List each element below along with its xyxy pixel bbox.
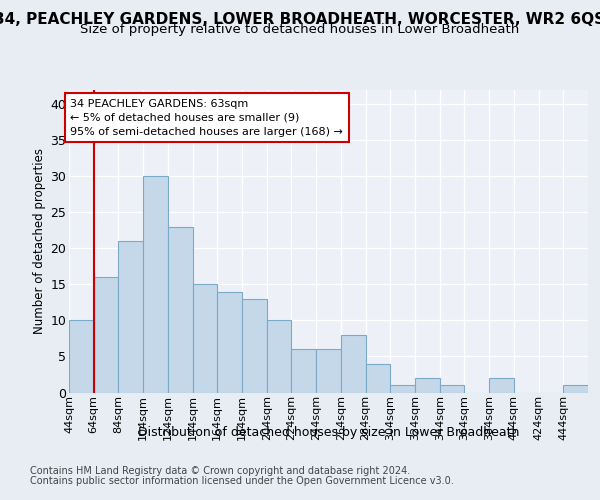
Text: 34 PEACHLEY GARDENS: 63sqm
← 5% of detached houses are smaller (9)
95% of semi-d: 34 PEACHLEY GARDENS: 63sqm ← 5% of detac… <box>70 98 343 136</box>
Y-axis label: Number of detached properties: Number of detached properties <box>33 148 46 334</box>
Bar <box>390 386 415 392</box>
Bar <box>415 378 440 392</box>
Text: Contains public sector information licensed under the Open Government Licence v3: Contains public sector information licen… <box>30 476 454 486</box>
Bar <box>242 299 267 392</box>
Bar <box>365 364 390 392</box>
Bar <box>193 284 217 393</box>
Bar <box>563 386 588 392</box>
Bar <box>217 292 242 392</box>
Bar <box>168 227 193 392</box>
Bar <box>118 242 143 392</box>
Bar <box>489 378 514 392</box>
Text: 34, PEACHLEY GARDENS, LOWER BROADHEATH, WORCESTER, WR2 6QS: 34, PEACHLEY GARDENS, LOWER BROADHEATH, … <box>0 12 600 28</box>
Bar <box>143 176 168 392</box>
Text: Distribution of detached houses by size in Lower Broadheath: Distribution of detached houses by size … <box>138 426 520 439</box>
Bar <box>69 320 94 392</box>
Bar <box>341 335 365 392</box>
Bar <box>94 278 118 392</box>
Bar <box>292 350 316 393</box>
Text: Size of property relative to detached houses in Lower Broadheath: Size of property relative to detached ho… <box>80 22 520 36</box>
Bar <box>267 320 292 392</box>
Bar <box>440 386 464 392</box>
Text: Contains HM Land Registry data © Crown copyright and database right 2024.: Contains HM Land Registry data © Crown c… <box>30 466 410 476</box>
Bar <box>316 350 341 393</box>
